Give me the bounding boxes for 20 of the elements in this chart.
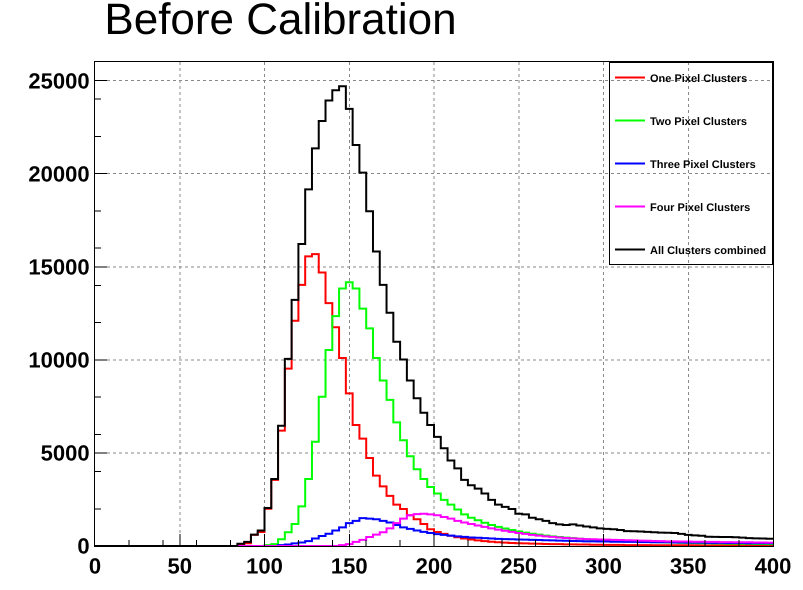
x-tick-label: 150 bbox=[330, 553, 368, 578]
x-tick-label: 350 bbox=[670, 553, 707, 578]
legend-label: One Pixel Clusters bbox=[650, 72, 748, 85]
legend-label: Four Pixel Clusters bbox=[650, 202, 750, 214]
legend-label: Two Pixel Clusters bbox=[650, 116, 747, 128]
y-tick-label: 20000 bbox=[28, 161, 90, 186]
y-tick-label: 25000 bbox=[28, 68, 90, 94]
x-tick-label: 400 bbox=[754, 553, 792, 578]
x-tick-label: 100 bbox=[246, 553, 283, 578]
chart-title: Before Calibration bbox=[104, 0, 457, 44]
legend-label: All Clusters combined bbox=[650, 244, 766, 257]
x-tick-label: 300 bbox=[585, 553, 622, 578]
x-tick-label: 200 bbox=[416, 553, 452, 578]
x-tick-label: 50 bbox=[168, 553, 192, 578]
y-tick-label: 0 bbox=[77, 534, 90, 559]
y-tick-label: 15000 bbox=[28, 254, 90, 280]
y-tick-label: 5000 bbox=[40, 440, 90, 466]
x-tick-label: 250 bbox=[500, 553, 538, 578]
y-tick-label: 10000 bbox=[28, 348, 90, 373]
legend-label: Three Pixel Clusters bbox=[650, 158, 756, 171]
